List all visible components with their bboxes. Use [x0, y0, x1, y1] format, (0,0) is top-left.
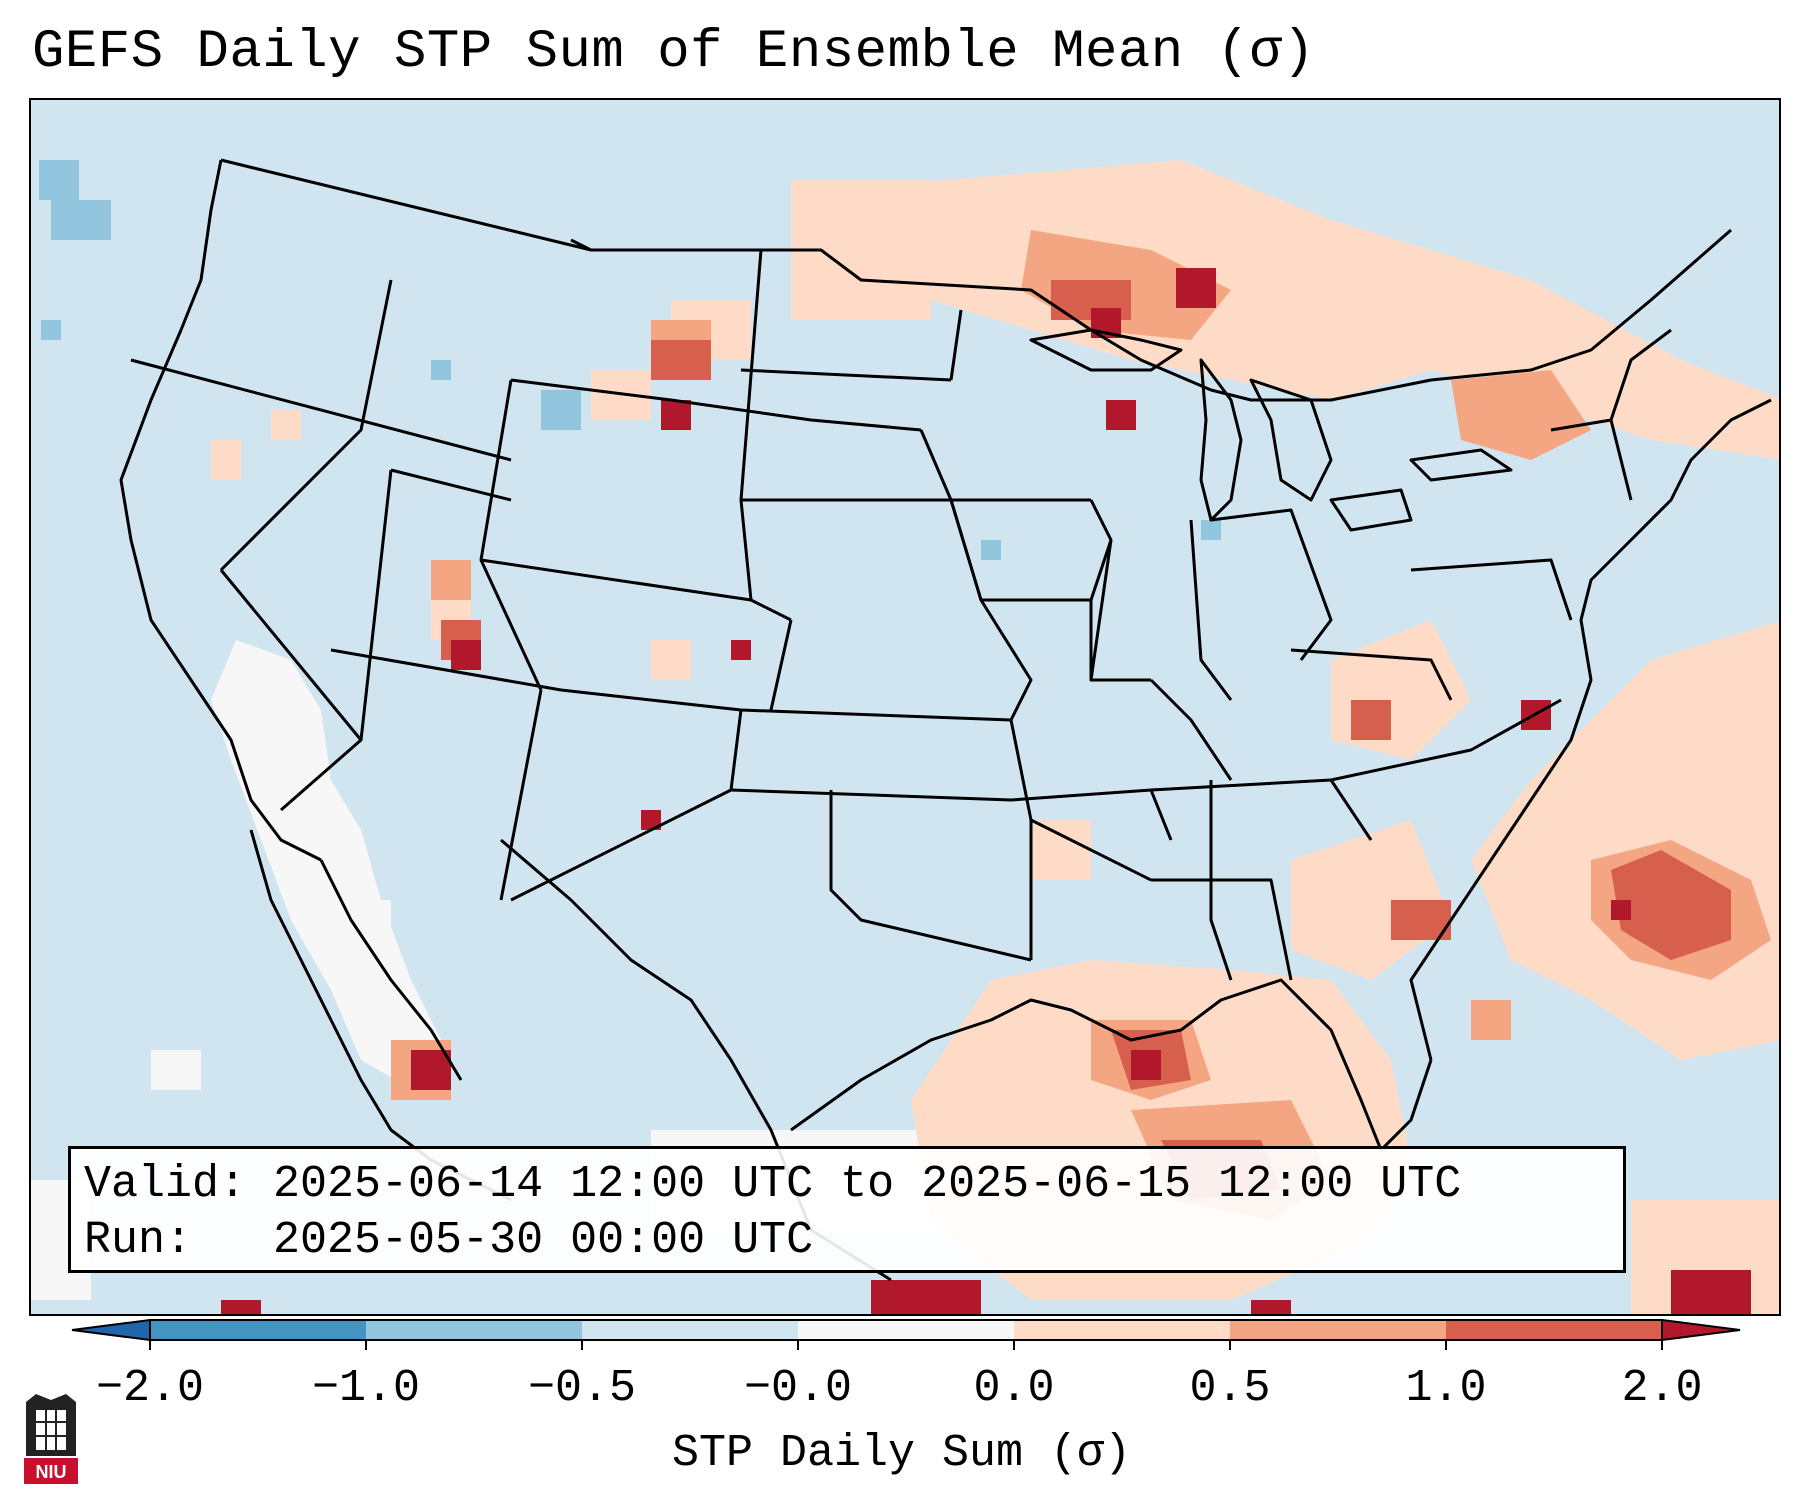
- colorbar-tick-label: −0.0: [743, 1363, 853, 1414]
- colorbar-label: STP Daily Sum (σ): [671, 1428, 1132, 1479]
- niu-logo-band: [24, 1458, 78, 1484]
- colorbar-tick-label: 0.5: [1189, 1363, 1271, 1414]
- colorbar-bin-3: [582, 1320, 798, 1340]
- colorbar-bin-7: [1446, 1320, 1662, 1340]
- colorbar-bin-1: [150, 1320, 366, 1340]
- run-line: Run: 2025-05-30 00:00 UTC: [84, 1215, 814, 1266]
- colorbar-tick-label: 2.0: [1621, 1363, 1703, 1414]
- colorbar-tick-label: 0.0: [973, 1363, 1055, 1414]
- niu-logo-text: NIU: [36, 1462, 67, 1482]
- colorbar-extend-high: [1661, 1318, 1741, 1342]
- colorbar-tick-label: −0.5: [527, 1363, 637, 1414]
- map-panel: Valid: 2025-06-14 12:00 UTC to 2025-06-1…: [29, 98, 1781, 1316]
- stp-dark-red: [221, 268, 1751, 1314]
- chart-title: GEFS Daily STP Sum of Ensemble Mean (σ): [32, 22, 1316, 83]
- map-svg: [31, 100, 1779, 1314]
- colorbar-bin-6: [1230, 1320, 1446, 1340]
- colorbar-frame: [149, 1319, 1663, 1341]
- colorbar-bin-2: [366, 1320, 582, 1340]
- info-box: Valid: 2025-06-14 12:00 UTC to 2025-06-1…: [68, 1146, 1626, 1273]
- colorbar-tick-label: 1.0: [1405, 1363, 1487, 1414]
- valid-line: Valid: 2025-06-14 12:00 UTC to 2025-06-1…: [84, 1159, 1462, 1210]
- colorbar-ticks: [149, 1340, 1663, 1350]
- colorbar-extend-low: [71, 1318, 151, 1342]
- colorbar-tick-label: −2.0: [95, 1363, 205, 1414]
- stp-blue: [39, 160, 1221, 560]
- niu-logo: NIU: [24, 1394, 78, 1484]
- colorbar-bin-4: [798, 1320, 1014, 1340]
- colorbar-tick-label: −1.0: [311, 1363, 421, 1414]
- colorbar-bin-5: [1014, 1320, 1230, 1340]
